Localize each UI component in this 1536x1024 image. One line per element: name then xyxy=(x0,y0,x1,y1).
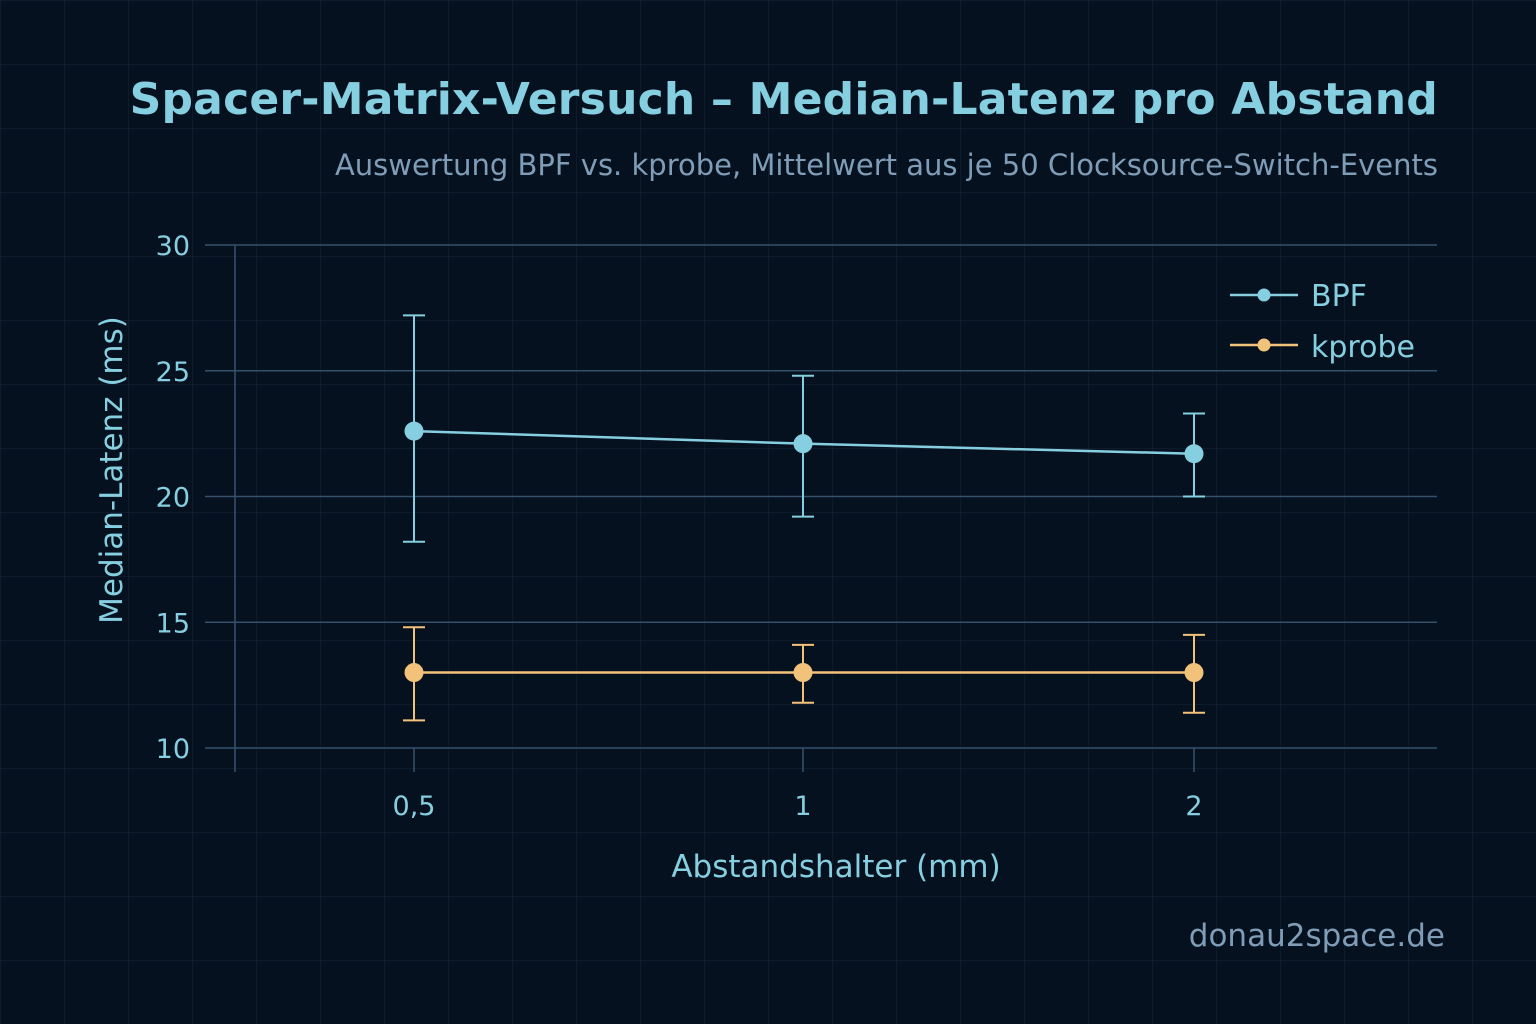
series-kprobe xyxy=(403,626,1205,722)
x-tick-label-1: 1 xyxy=(794,791,811,822)
data-point-kprobe-0 xyxy=(404,663,424,683)
y-tick-label-15: 15 xyxy=(156,608,190,639)
legend-marker-bpf xyxy=(1257,288,1271,302)
y-axis-title: Median-Latenz (ms) xyxy=(94,316,130,624)
legend-item-bpf: BPF xyxy=(1230,279,1367,314)
chart-title: Spacer-Matrix-Versuch – Median-Latenz pr… xyxy=(129,74,1438,125)
y-tick-label-20: 20 xyxy=(156,483,190,514)
chart-subtitle: Auswertung BPF vs. kprobe, Mittelwert au… xyxy=(334,148,1438,182)
data-point-bpf-2 xyxy=(1184,444,1204,464)
data-point-kprobe-1 xyxy=(793,663,813,683)
gridlines xyxy=(205,244,1437,749)
legend-marker-kprobe xyxy=(1257,338,1271,352)
data-point-kprobe-2 xyxy=(1184,663,1204,683)
watermark-domain: donau2space.de xyxy=(1188,918,1445,954)
legend: BPF kprobe xyxy=(1230,279,1415,365)
data-point-bpf-1 xyxy=(793,434,813,454)
legend-label-kprobe: kprobe xyxy=(1311,330,1415,365)
axes xyxy=(234,245,1195,772)
y-tick-label-10: 10 xyxy=(156,734,190,765)
tick-labels: 10 15 20 25 30 0,5 1 2 xyxy=(156,231,1203,822)
y-tick-label-30: 30 xyxy=(156,231,190,262)
series-bpf xyxy=(403,314,1205,543)
data-point-bpf-0 xyxy=(404,421,424,441)
legend-label-bpf: BPF xyxy=(1311,279,1367,314)
x-axis-title: Abstandshalter (mm) xyxy=(671,849,1000,885)
y-tick-label-25: 25 xyxy=(156,357,190,388)
x-tick-label-0: 0,5 xyxy=(393,791,436,822)
legend-item-kprobe: kprobe xyxy=(1230,330,1415,365)
x-tick-label-2: 2 xyxy=(1185,791,1202,822)
series xyxy=(403,314,1205,722)
